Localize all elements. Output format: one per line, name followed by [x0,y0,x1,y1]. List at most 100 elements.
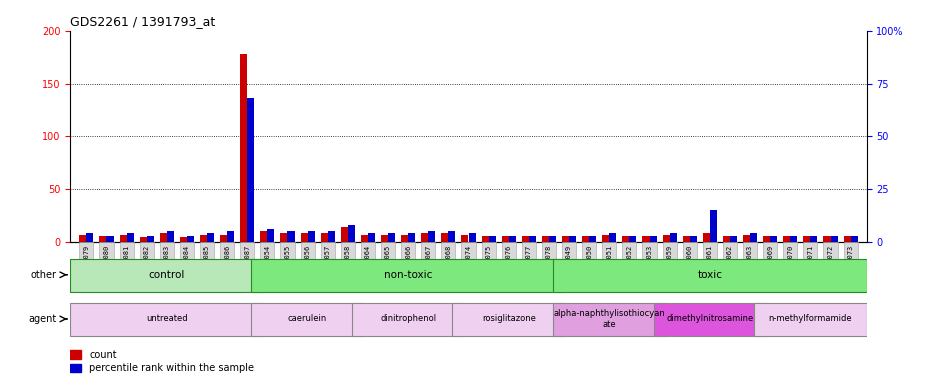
FancyBboxPatch shape [742,242,756,290]
Bar [347,225,355,242]
Text: GSM127049: GSM127049 [565,244,572,283]
Bar [562,236,568,242]
Bar [501,236,508,242]
FancyBboxPatch shape [360,242,374,290]
Text: GSM127053: GSM127053 [646,244,651,283]
Bar [789,236,797,242]
Bar [568,236,576,242]
Bar [729,236,737,242]
Text: GSM127072: GSM127072 [826,244,833,283]
Text: GDS2261 / 1391793_at: GDS2261 / 1391793_at [70,15,215,28]
FancyBboxPatch shape [702,242,716,290]
Text: GSM127081: GSM127081 [124,244,129,283]
Bar [260,231,267,242]
FancyBboxPatch shape [240,242,254,290]
Bar [622,236,629,242]
Bar [147,236,154,242]
Bar [642,236,649,242]
Text: GSM127082: GSM127082 [143,244,150,283]
Text: GSM127062: GSM127062 [726,244,732,283]
Bar [160,233,167,242]
Bar [267,229,274,242]
Bar [320,233,328,242]
FancyBboxPatch shape [70,303,263,336]
Bar [139,237,147,242]
Bar [823,236,829,242]
Bar [240,54,247,242]
FancyBboxPatch shape [199,242,213,290]
Text: GSM127060: GSM127060 [686,244,692,283]
Text: GSM127086: GSM127086 [224,244,230,283]
Bar [421,233,428,242]
FancyBboxPatch shape [452,303,564,336]
Bar [80,235,86,242]
Bar [589,236,595,242]
Text: dimethylnitrosamine: dimethylnitrosamine [665,314,753,323]
FancyBboxPatch shape [652,303,766,336]
Text: GSM127052: GSM127052 [626,244,632,283]
Bar [207,233,213,242]
Bar [381,235,388,242]
FancyBboxPatch shape [802,242,816,290]
Bar [341,227,347,242]
Bar [199,235,207,242]
Bar [742,235,750,242]
Bar [750,233,756,242]
FancyBboxPatch shape [70,259,263,292]
Bar [307,231,314,242]
Text: dinitrophenol: dinitrophenol [380,314,436,323]
FancyBboxPatch shape [581,242,595,290]
Bar [782,236,789,242]
Bar [481,236,488,242]
Bar [388,233,395,242]
Bar [769,236,776,242]
Bar [99,236,107,242]
FancyBboxPatch shape [180,242,194,290]
Bar [508,236,515,242]
FancyBboxPatch shape [602,242,616,290]
Text: untreated: untreated [146,314,187,323]
Text: GSM127055: GSM127055 [285,244,290,283]
FancyBboxPatch shape [753,303,866,336]
Bar [287,231,294,242]
FancyBboxPatch shape [120,242,134,290]
Bar [448,231,455,242]
Text: GSM127083: GSM127083 [164,244,169,283]
Text: GSM127079: GSM127079 [83,244,89,283]
Text: GSM127073: GSM127073 [847,244,853,283]
FancyBboxPatch shape [160,242,174,290]
FancyBboxPatch shape [300,242,314,290]
FancyBboxPatch shape [441,242,455,290]
FancyBboxPatch shape [280,242,294,290]
FancyBboxPatch shape [541,242,555,290]
Bar [107,236,113,242]
FancyBboxPatch shape [782,242,797,290]
Bar [428,231,435,242]
FancyBboxPatch shape [552,303,665,336]
Text: toxic: toxic [696,270,722,280]
Bar [662,235,669,242]
Bar [723,236,729,242]
Text: GSM127057: GSM127057 [325,244,330,283]
Bar [408,233,415,242]
Bar [300,233,307,242]
FancyBboxPatch shape [521,242,535,290]
Text: GSM127075: GSM127075 [485,244,491,283]
FancyBboxPatch shape [401,242,415,290]
FancyBboxPatch shape [260,242,274,290]
FancyBboxPatch shape [421,242,435,290]
Bar [488,236,495,242]
Bar [120,235,126,242]
Bar [682,236,689,242]
Bar [689,236,696,242]
Bar [227,231,234,242]
Text: GSM127087: GSM127087 [244,244,250,283]
Bar [186,236,194,242]
Text: GSM127084: GSM127084 [183,244,190,283]
Bar [829,236,837,242]
FancyBboxPatch shape [823,242,837,290]
FancyBboxPatch shape [320,242,334,290]
Bar [70,350,80,359]
Bar [441,233,448,242]
FancyBboxPatch shape [842,242,856,290]
